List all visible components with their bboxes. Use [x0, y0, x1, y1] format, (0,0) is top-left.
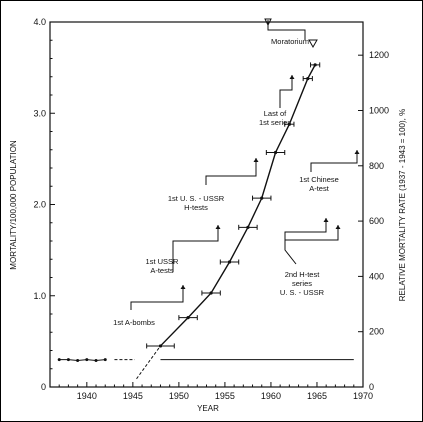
- rise-point: [227, 260, 232, 264]
- y-tick-label: 2.0: [33, 200, 46, 210]
- y2-tick-label: 200: [369, 327, 384, 337]
- annotation-label: 1st Chinese: [299, 175, 339, 184]
- rise-point: [186, 316, 190, 320]
- annotation-label: 1st U. S. - USSR: [168, 194, 225, 203]
- y2-tick-label: 600: [369, 216, 384, 226]
- annotation-label: 1st USSR: [146, 257, 180, 266]
- rise-point: [306, 76, 310, 81]
- x-tick-label: 1940: [77, 391, 97, 401]
- annotation-arrow: [310, 150, 358, 172]
- rise-point: [260, 196, 264, 200]
- y-tick-label: 1.0: [33, 291, 46, 301]
- y-tick-label: 0: [41, 382, 46, 392]
- y-tick-label: 3.0: [33, 108, 46, 118]
- annotation-arrow: [284, 218, 327, 240]
- rise-point: [246, 225, 250, 229]
- annotation-label: series: [292, 279, 312, 288]
- annotation-arrow: [130, 285, 184, 310]
- axes: [49, 21, 364, 388]
- rise-line: [159, 64, 316, 347]
- annotation-label: H-tests: [184, 203, 208, 212]
- arrow-head: [354, 150, 360, 154]
- annotation-arrow: [284, 225, 339, 265]
- annotation-arrow: [279, 75, 293, 108]
- annotation-label: A-tests: [150, 266, 174, 275]
- x-tick-label: 1950: [169, 391, 189, 401]
- y-axis-label: MORTALITY/100,000 POPULATION: [9, 140, 18, 270]
- annotation-label: 1st A-bombs: [113, 318, 155, 327]
- annotation-label: 1st series: [259, 118, 291, 127]
- annotation-label: U. S. - USSR: [280, 288, 325, 297]
- y2-tick-label: 1000: [369, 105, 389, 115]
- y2-axis-label: RELATIVE MORTALITY RATE (1937 - 1943 = 1…: [398, 109, 407, 301]
- annotation-arrow: [172, 225, 219, 272]
- tick-labels: 1940 1945 1950 1955 1960 1965 197001.02.03.04.…: [33, 17, 389, 401]
- rise-point: [287, 122, 291, 126]
- annotation-label: Last of: [264, 109, 287, 118]
- rise-point: [158, 344, 163, 348]
- annotation-label: Moratorium: [271, 37, 309, 46]
- x-tick-label: 1945: [123, 391, 143, 401]
- moratorium-marker: [264, 18, 272, 27]
- baseline-connector: [59, 359, 106, 362]
- rise-point: [313, 63, 317, 67]
- arrow-head: [289, 75, 295, 79]
- y2-tick-label: 800: [369, 161, 384, 171]
- rise-dash: [136, 345, 161, 380]
- x-tick-label: 1970: [353, 391, 373, 401]
- x-tick-label: 1960: [261, 391, 281, 401]
- moratorium-marker: [308, 39, 318, 49]
- y2-tick-label: 1200: [369, 50, 389, 60]
- arrow-head: [335, 225, 341, 229]
- arrow-head: [323, 218, 329, 222]
- rise-series: [146, 62, 321, 349]
- x-tick-label: 1955: [215, 391, 235, 401]
- y-tick-label: 4.0: [33, 17, 46, 27]
- rise-point: [209, 291, 213, 295]
- arrow-head: [215, 225, 221, 229]
- baseline-series: [57, 345, 354, 380]
- arrow-head: [180, 285, 186, 289]
- rise-point: [273, 150, 278, 155]
- y2-tick-label: 400: [369, 271, 384, 281]
- arrow-head: [253, 158, 259, 162]
- y2-tick-label: 0: [369, 382, 374, 392]
- annotation-label: A-test: [309, 184, 330, 193]
- annotation-label: 2nd H-test: [285, 270, 321, 279]
- x-axis-label: YEAR: [197, 404, 219, 413]
- x-tick-label: 1965: [307, 391, 327, 401]
- annotation-arrow: [205, 158, 257, 185]
